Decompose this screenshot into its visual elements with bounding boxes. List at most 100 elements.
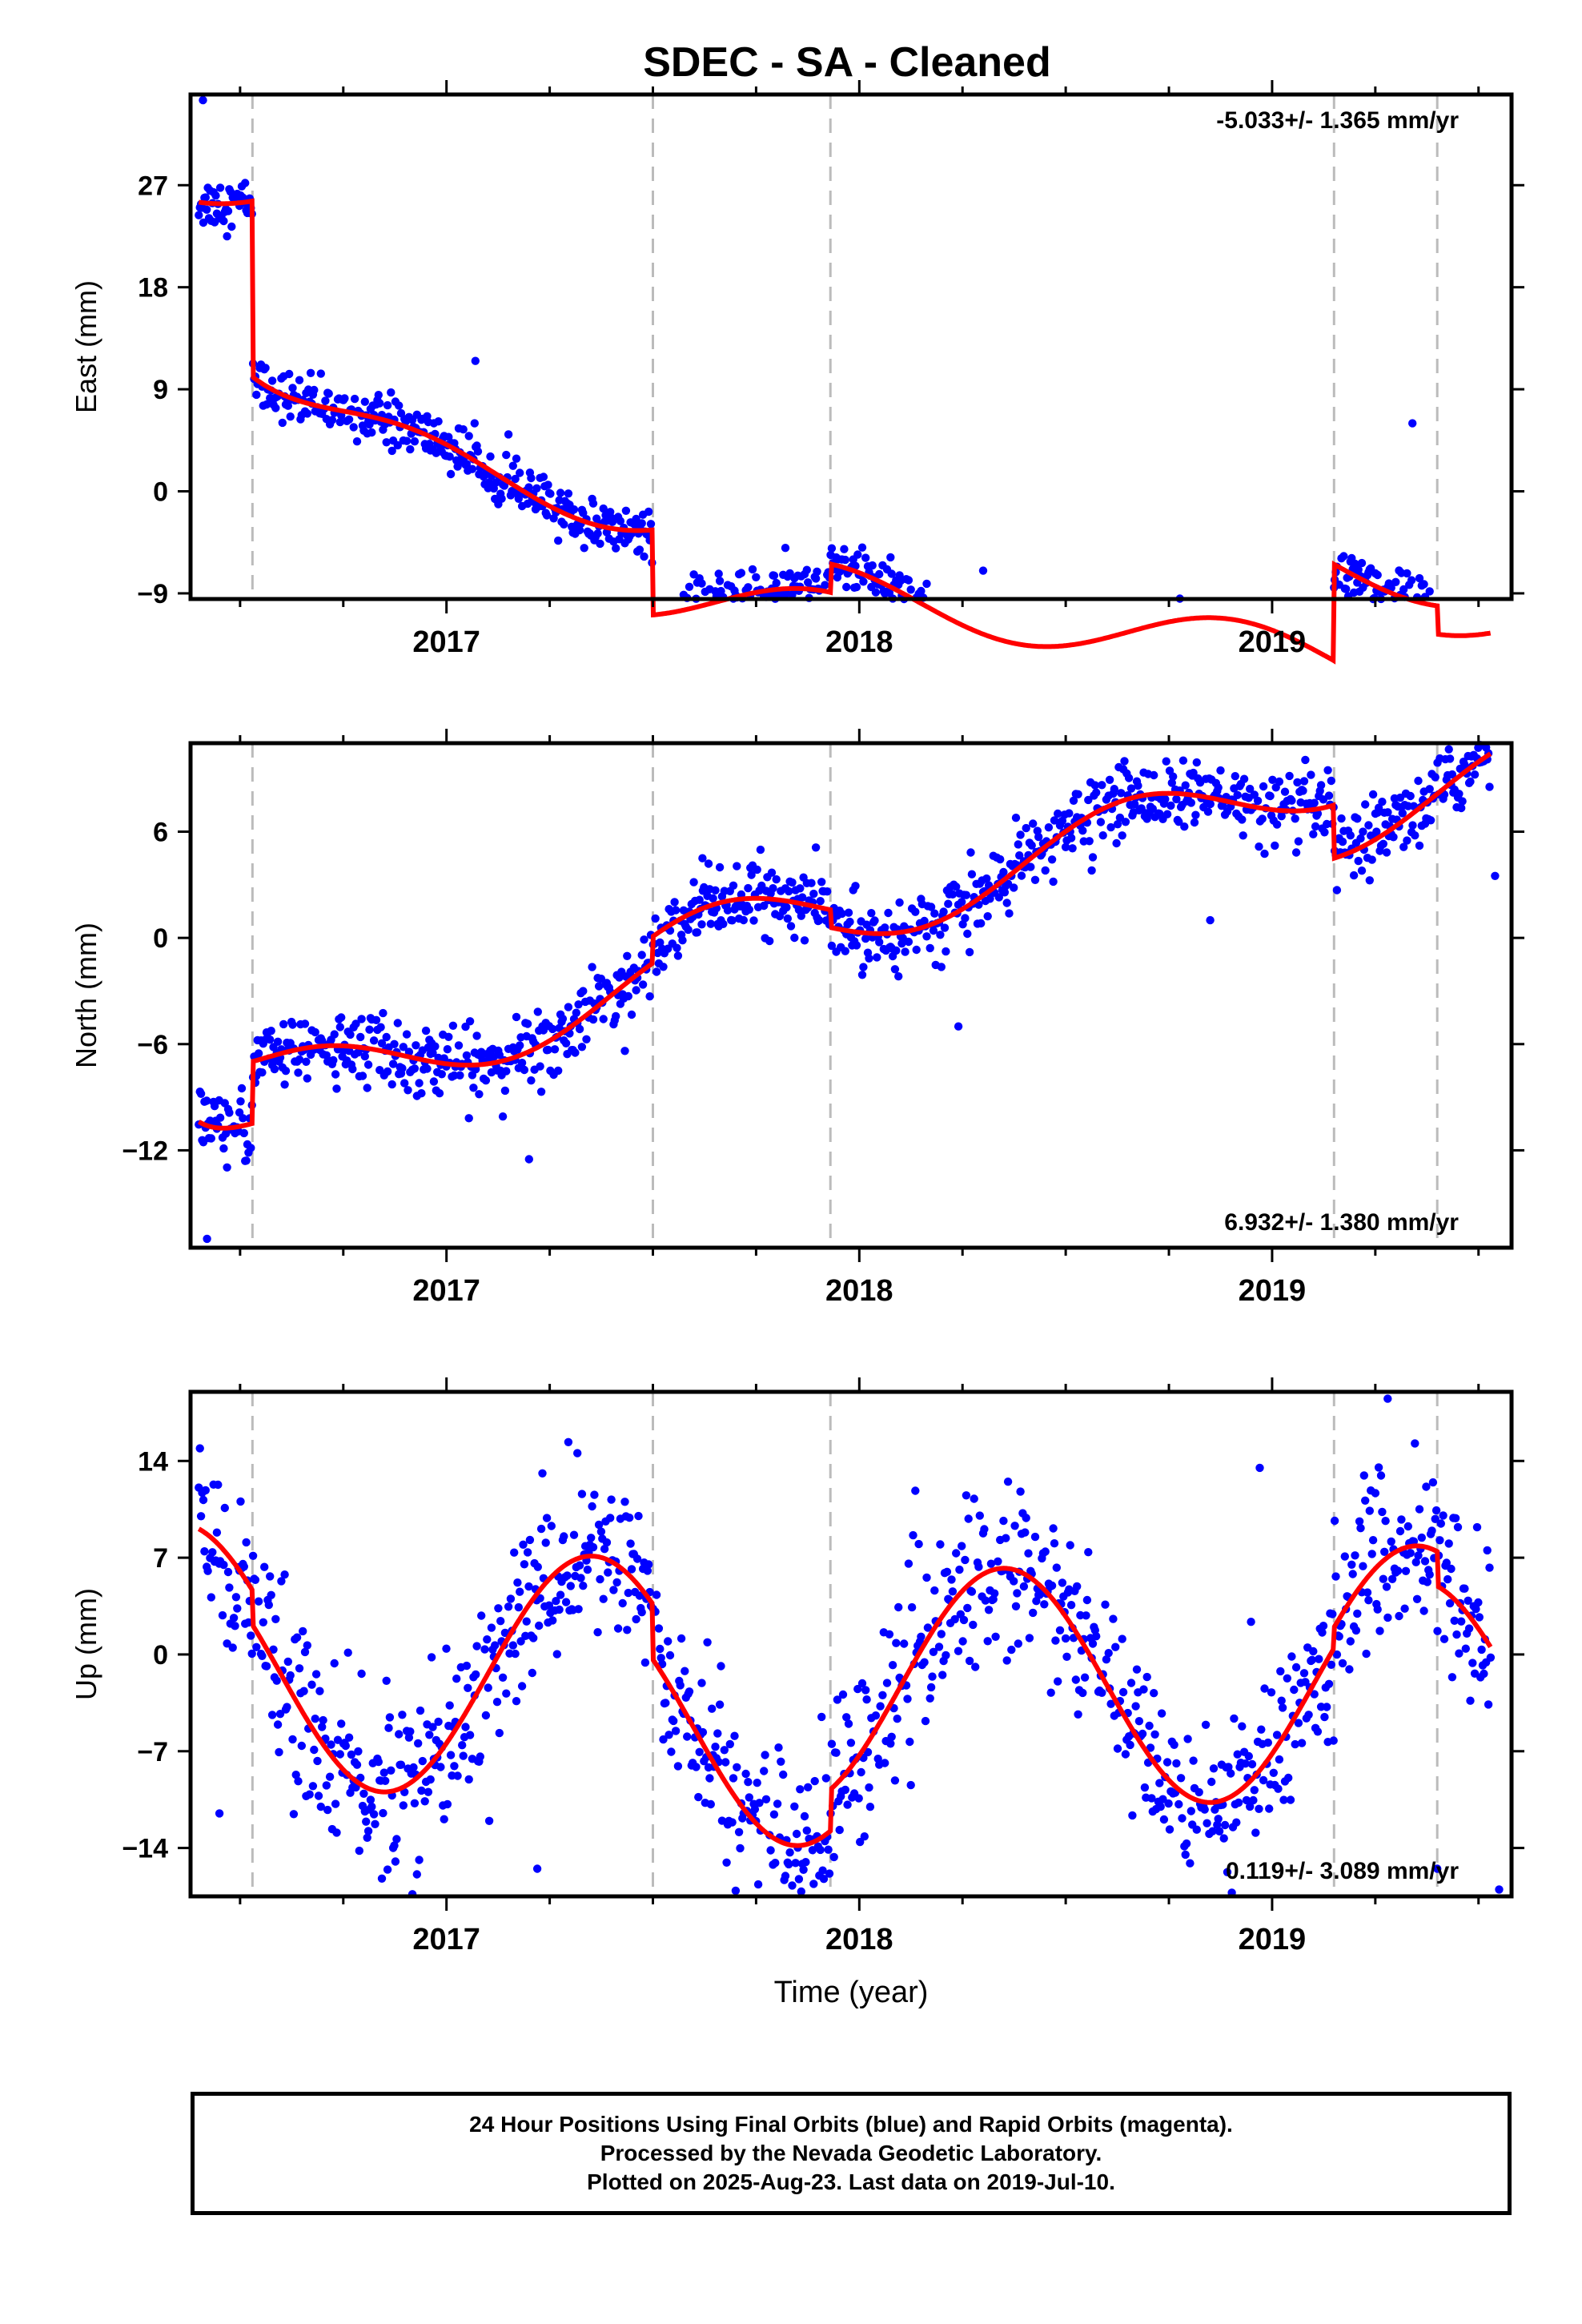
data-point [1074,790,1082,798]
data-point [1274,1784,1283,1793]
data-point [694,1792,703,1802]
data-point [1192,758,1202,767]
data-point [1347,1560,1356,1570]
x-tick-label: 2017 [412,1274,480,1308]
data-point [1142,1672,1151,1682]
data-point [1328,1610,1337,1618]
plot-frame [188,92,1514,601]
x-tick-label: 2017 [412,1923,480,1956]
data-point [512,454,521,463]
data-point [1310,798,1319,807]
data-point [542,511,552,520]
data-point [367,428,376,437]
data-point [1030,875,1040,885]
data-point [266,1572,275,1581]
data-point [487,1623,496,1632]
data-point [453,1771,462,1780]
data-point [351,1019,360,1028]
data-point [500,1628,510,1638]
data-point [1284,1773,1293,1783]
data-point [500,481,509,490]
data-point [1180,822,1189,831]
data-point [766,1846,775,1855]
data-point [983,1637,992,1646]
data-point [1241,1759,1250,1768]
data-point [1277,1696,1286,1705]
data-point [1442,1558,1452,1567]
data-point [790,1802,799,1811]
data-point [508,461,517,470]
data-point [1407,576,1416,585]
data-point [684,925,693,935]
data-point [475,1090,484,1099]
data-point [741,1769,750,1779]
data-point [1403,836,1411,845]
data-point [1049,1524,1058,1533]
data-point [1338,837,1347,846]
data-point [1323,766,1332,774]
data-point [1375,1626,1384,1635]
data-point [335,1750,344,1759]
y-axis-label: Up (mm) [70,1588,102,1700]
data-point [462,1051,472,1060]
data-point [1466,777,1475,786]
data-point [387,388,396,397]
data-point [1215,1827,1224,1835]
data-point [1364,1596,1373,1605]
data-point [459,1751,468,1760]
data-point [1157,1709,1166,1718]
data-point [465,1731,475,1739]
data-point [907,1602,917,1612]
data-point [851,561,860,570]
data-point [1495,1885,1504,1894]
data-point [390,1841,399,1850]
data-point [901,947,909,956]
data-point [1080,1673,1090,1682]
data-point [1443,1574,1452,1584]
data-point [1118,831,1126,840]
data-point [651,914,660,923]
data-point [904,576,913,585]
data-point [1406,1549,1415,1558]
data-point [484,478,494,487]
data-point [1458,797,1467,806]
data-point [1480,1669,1488,1679]
data-point [1110,785,1119,794]
data-point [1220,1820,1230,1830]
data-point [465,1017,475,1026]
data-point [288,1735,297,1744]
data-point [588,1015,598,1024]
data-point [329,1055,338,1065]
data-point [667,1747,676,1756]
data-point [914,1539,923,1549]
data-point [665,1651,675,1660]
data-point [1258,814,1267,823]
data-point [1425,785,1434,794]
data-point [1069,796,1078,805]
data-point [404,1086,412,1095]
data-point [314,1791,323,1800]
data-point [802,565,811,574]
data-point [277,1577,286,1586]
data-point [958,898,966,907]
data-point [859,577,868,586]
data-point [1324,1679,1334,1688]
data-point [574,1000,583,1009]
data-point [409,1763,418,1772]
data-point [1395,1526,1405,1536]
data-point [664,1637,673,1646]
data-point [566,1582,575,1590]
data-point [392,1835,401,1844]
data-point [1183,1735,1192,1743]
data-point [871,1711,881,1720]
data-point [295,1664,304,1673]
data-point [625,1514,634,1522]
data-point [692,1763,701,1771]
data-point [841,555,850,565]
data-point [1291,848,1301,857]
data-point [1233,790,1242,799]
data-point [607,1495,616,1504]
data-point [844,908,853,917]
data-point [579,509,588,517]
data-point [575,1024,584,1034]
